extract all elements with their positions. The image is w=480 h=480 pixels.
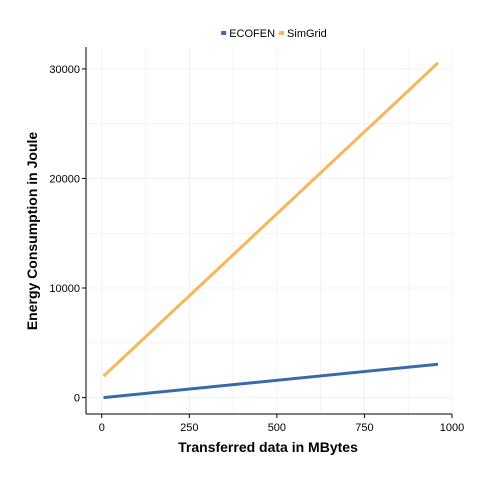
series-line-simgrid bbox=[104, 63, 439, 376]
series-lines bbox=[104, 63, 439, 398]
y-axis-title: Energy Consumption in Joule bbox=[24, 132, 40, 331]
legend-label-simgrid: SimGrid bbox=[287, 28, 327, 40]
x-tick-label: 500 bbox=[268, 422, 286, 434]
legend-key-simgrid bbox=[279, 31, 284, 35]
x-tick-label: 0 bbox=[99, 422, 105, 434]
legend-item-simgrid: SimGrid bbox=[279, 28, 327, 40]
y-tick-label: 20000 bbox=[49, 173, 80, 185]
ticks bbox=[82, 69, 452, 418]
x-tick-label: 750 bbox=[355, 422, 373, 434]
x-axis-title: Transferred data in MBytes bbox=[178, 439, 358, 455]
series-line-ecofen bbox=[104, 364, 439, 397]
x-tick-label: 1000 bbox=[440, 422, 464, 434]
y-tick-label: 10000 bbox=[49, 283, 80, 295]
y-tick-label: 0 bbox=[74, 393, 80, 405]
legend-label-ecofen: ECOFEN bbox=[229, 28, 275, 40]
legend-key-ecofen bbox=[221, 31, 226, 35]
x-tick-label: 250 bbox=[180, 422, 198, 434]
y-tick-label: 30000 bbox=[49, 64, 80, 76]
legend-item-ecofen: ECOFEN bbox=[221, 28, 275, 40]
legend: ECOFEN SimGrid bbox=[221, 28, 327, 40]
